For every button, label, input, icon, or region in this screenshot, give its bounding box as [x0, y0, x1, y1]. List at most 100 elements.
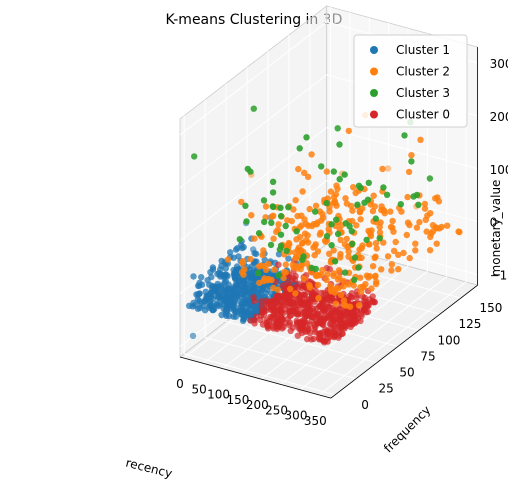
cluster-3-point	[336, 141, 343, 148]
cluster-0-point	[310, 308, 317, 315]
cluster-2-point	[314, 248, 322, 255]
legend-marker	[370, 46, 378, 54]
cluster-2-point	[274, 226, 281, 234]
legend-marker	[370, 67, 378, 76]
cluster-2-point	[349, 207, 356, 214]
y-axis-line	[330, 284, 478, 399]
cluster-2-point	[368, 285, 375, 292]
cluster-0-point	[319, 304, 326, 312]
cluster-0-point	[364, 308, 372, 315]
cluster-1-point	[234, 245, 241, 252]
cluster-2-point	[340, 297, 348, 304]
cluster-2-point	[315, 294, 322, 302]
cluster-3-point	[276, 246, 284, 253]
cluster-2-point	[408, 152, 415, 159]
cluster-2-point	[426, 247, 434, 254]
cluster-2-point	[421, 200, 429, 208]
cluster-0-point	[251, 297, 258, 305]
cluster-1-point	[231, 272, 238, 279]
cluster-1-point	[222, 307, 230, 314]
cluster-1-point	[194, 296, 201, 303]
cluster-2-point	[345, 127, 352, 135]
cluster-3-point	[283, 247, 290, 255]
cluster-0-point	[340, 324, 348, 331]
legend-box	[353, 34, 468, 128]
cluster-3-point	[351, 276, 358, 283]
cluster-2-point	[238, 198, 245, 206]
cluster-0-point	[287, 327, 294, 334]
cluster-2-point	[280, 274, 287, 282]
cluster-3-point	[380, 184, 387, 191]
cluster-2-point	[388, 261, 396, 268]
cluster-2-point	[370, 192, 377, 199]
cluster-2-point	[428, 230, 435, 237]
cluster-2-point	[429, 222, 437, 229]
x-tick-label: 250	[265, 403, 288, 417]
cluster-2-point	[379, 165, 386, 173]
cluster-2-point	[275, 221, 282, 228]
cluster-1-point	[235, 276, 242, 284]
cluster-1-point	[227, 249, 234, 256]
cluster-1-point	[218, 282, 225, 289]
cluster-2-point	[332, 285, 339, 293]
cluster-3-point	[401, 132, 408, 139]
cluster-1-point	[254, 288, 261, 296]
y-tick-label: 75	[420, 350, 435, 364]
cluster-0-point	[263, 303, 271, 311]
cluster-1-point	[219, 271, 227, 279]
cluster-3-point	[334, 125, 341, 132]
cluster-1-point	[231, 301, 238, 308]
cluster-0-point	[369, 293, 376, 300]
cluster-2-point	[337, 236, 344, 244]
cluster-3-point	[363, 236, 370, 244]
cluster-1-point	[194, 291, 202, 298]
cluster-2-point	[388, 267, 395, 274]
cluster-2-point	[251, 235, 258, 242]
chart-title: K-means Clustering in 3D	[166, 12, 343, 28]
cluster-0-point	[267, 313, 274, 321]
cluster-2-point	[271, 266, 278, 273]
cluster-0-point	[294, 332, 301, 339]
cluster-1-point	[207, 289, 215, 296]
cluster-2-point	[372, 272, 379, 279]
cluster-0-point	[332, 330, 339, 337]
cluster-3-point	[250, 105, 257, 112]
gridline-y	[225, 83, 378, 364]
cluster-2-point	[357, 284, 364, 291]
cluster-3-point	[270, 203, 277, 211]
cluster-3-point	[191, 153, 198, 160]
cluster-1-point	[194, 305, 202, 312]
cluster-2-point	[303, 260, 311, 267]
cluster-0-point	[258, 307, 266, 314]
cluster-2-point	[372, 280, 380, 288]
y-tick-label: 125	[458, 317, 481, 331]
cluster-3-point	[397, 201, 404, 208]
legend: Cluster 1 Cluster 2 Cluster 3 Cluster 0	[353, 34, 468, 128]
x-tick-label: 100	[207, 388, 230, 402]
cluster-2-point	[372, 253, 379, 260]
cluster-0-point	[364, 302, 371, 309]
cluster-2-point	[340, 283, 347, 290]
cluster-3-point	[354, 201, 361, 208]
cluster-3-point	[242, 202, 249, 209]
cluster-2-point	[357, 216, 364, 223]
legend-label: Cluster 3	[396, 86, 450, 100]
cluster-3-point	[267, 241, 275, 249]
cluster-3-point	[277, 204, 284, 211]
cluster-2-point	[403, 231, 410, 239]
cluster-2-point	[387, 208, 394, 215]
cluster-2-point	[332, 191, 340, 198]
cluster-0-point	[321, 289, 328, 297]
cluster-2-point	[365, 227, 372, 235]
cluster-2-point	[248, 212, 255, 219]
cluster-2-point	[404, 193, 411, 201]
cluster-3-point	[277, 212, 285, 220]
cluster-2-point	[406, 221, 413, 229]
cluster-2-point	[381, 210, 388, 217]
z-tick-label: 10000	[490, 163, 508, 177]
cluster-3-point	[255, 230, 263, 237]
legend-label: Cluster 2	[396, 65, 450, 79]
cluster-2-point	[438, 223, 445, 231]
cluster-2-point	[330, 272, 337, 280]
